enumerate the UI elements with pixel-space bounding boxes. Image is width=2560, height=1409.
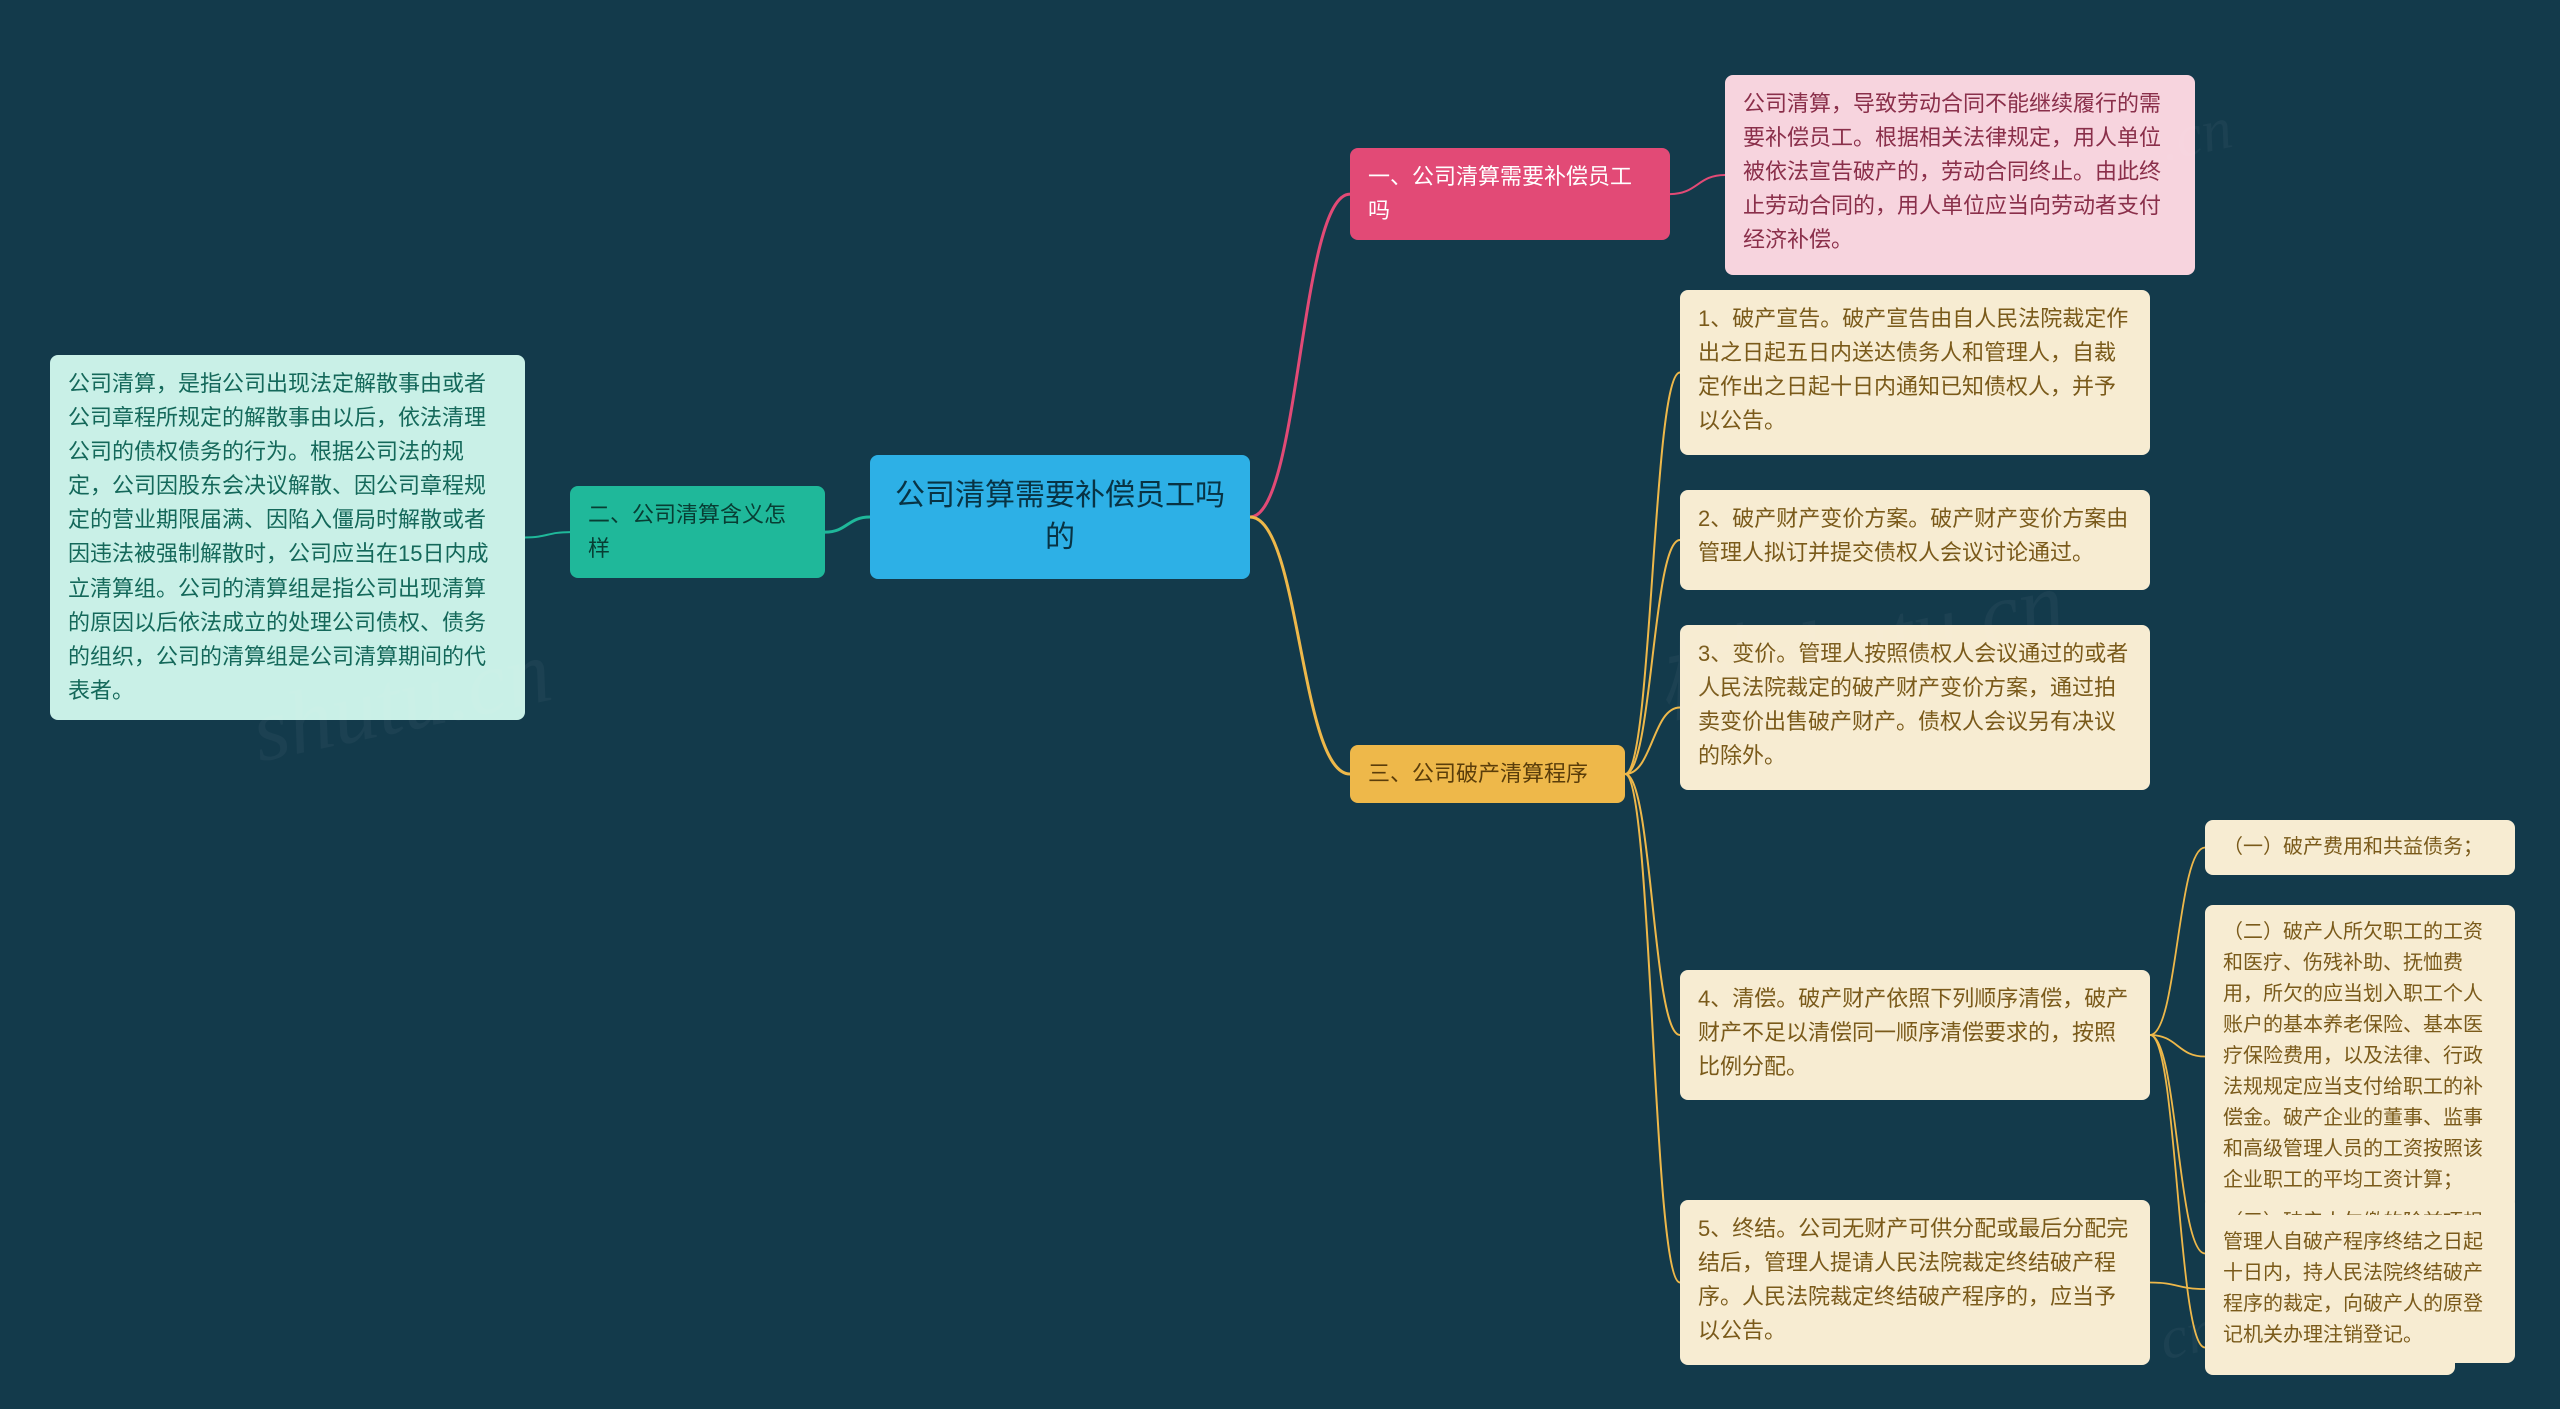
section-3-item-2: 2、破产财产变价方案。破产财产变价方案由管理人拟订并提交债权人会议讨论通过。 xyxy=(1680,490,2150,590)
section-3-item-5: 5、终结。公司无财产可供分配或最后分配完结后，管理人提请人民法院裁定终结破产程序… xyxy=(1680,1200,2150,1365)
section-2-detail: 公司清算，是指公司出现法定解散事由或者公司章程所规定的解散事由以后，依法清理公司… xyxy=(50,355,525,720)
root-node: 公司清算需要补偿员工吗 的 xyxy=(870,455,1250,579)
section-3-item-5-sub: 管理人自破产程序终结之日起十日内，持人民法院终结破产程序的裁定，向破产人的原登记… xyxy=(2205,1215,2515,1363)
section-3-item-1: 1、破产宣告。破产宣告由自人民法院裁定作出之日起五日内送达债务人和管理人，自裁定… xyxy=(1680,290,2150,455)
section-2-node: 二、公司清算含义怎样 xyxy=(570,486,825,578)
section-3-item-3: 3、变价。管理人按照债权人会议通过的或者人民法院裁定的破产财产变价方案，通过拍卖… xyxy=(1680,625,2150,790)
section-3-node: 三、公司破产清算程序 xyxy=(1350,745,1625,803)
root-title-line1: 公司清算需要补偿员工吗 xyxy=(894,475,1226,517)
section-1-node: 一、公司清算需要补偿员工吗 xyxy=(1350,148,1670,240)
section-3-item-4-sub-a: （一）破产费用和共益债务； xyxy=(2205,820,2515,875)
root-title-line2: 的 xyxy=(894,517,1226,559)
section-3-item-4-sub-b: （二）破产人所欠职工的工资和医疗、伤残补助、抚恤费用，所欠的应当划入职工个人账户… xyxy=(2205,905,2515,1208)
section-1-detail: 公司清算，导致劳动合同不能继续履行的需要补偿员工。根据相关法律规定，用人单位被依… xyxy=(1725,75,2195,275)
section-3-item-4: 4、清偿。破产财产依照下列顺序清偿，破产财产不足以清偿同一顺序清偿要求的，按照比… xyxy=(1680,970,2150,1100)
